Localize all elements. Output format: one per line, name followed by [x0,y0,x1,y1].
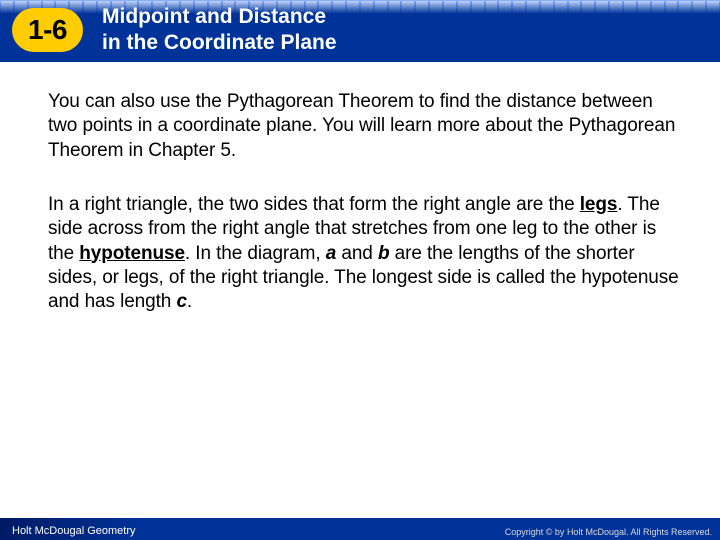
title-line-1: Midpoint and Distance [102,5,326,28]
p2-text: . In the diagram, [185,243,326,264]
var-b: b [378,243,390,264]
term-hypotenuse: hypotenuse [79,243,185,264]
paragraph-1: You can also use the Pythagorean Theorem… [48,90,680,163]
footer-publisher: Holt McDougal Geometry [12,525,136,537]
title-line-2: in the Coordinate Plane [102,31,337,54]
p2-text: . [187,291,192,312]
footer-copyright: Copyright © by Holt McDougal. All Rights… [505,527,712,537]
var-a: a [326,243,336,264]
section-number-box: 1-6 [12,8,83,52]
slide-footer: Holt McDougal Geometry Copyright © by Ho… [0,518,720,540]
var-c: c [176,291,186,312]
slide-content: You can also use the Pythagorean Theorem… [48,90,680,345]
p2-text: and [336,243,378,264]
slide-title: Midpoint and Distance in the Coordinate … [102,4,337,55]
slide-header: 1-6 Midpoint and Distance in the Coordin… [0,0,720,62]
p2-text: In a right triangle, the two sides that … [48,194,580,215]
term-legs: legs [580,194,618,215]
paragraph-2: In a right triangle, the two sides that … [48,193,680,315]
